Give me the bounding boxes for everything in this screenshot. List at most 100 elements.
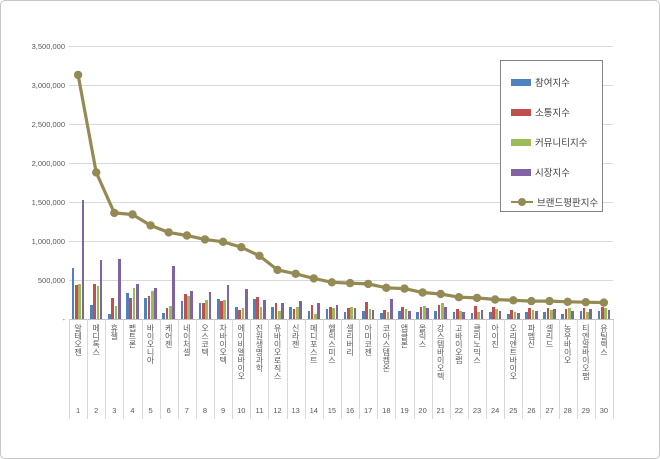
category-separator — [105, 319, 107, 419]
category-separator — [467, 319, 469, 419]
bar-소통지수 — [383, 310, 387, 319]
category-number: 7 — [184, 406, 189, 415]
bar-커뮤니티지수 — [277, 311, 281, 319]
line-marker — [382, 283, 391, 292]
bar-시장지수 — [208, 291, 212, 319]
bar-시장지수 — [172, 265, 176, 319]
bar-시장지수 — [462, 311, 466, 319]
bar-커뮤니티지수 — [459, 310, 462, 319]
line-marker — [527, 296, 536, 306]
bar-커뮤니티지수 — [495, 308, 499, 319]
category-separator — [522, 319, 524, 419]
category-label: 차바이오텍 — [218, 324, 228, 364]
bar-시장지수 — [263, 300, 266, 319]
bar-소통지수 — [492, 306, 495, 319]
line-marker — [164, 228, 173, 237]
category-number: 8 — [202, 406, 208, 415]
bar-참여지수 — [216, 299, 220, 319]
legend-item-시장지수: 시장지수 — [511, 157, 602, 187]
bar-커뮤니티지수 — [549, 309, 553, 319]
category-number: 24 — [490, 406, 500, 415]
category-separator — [286, 319, 288, 419]
bar-커뮤니티지수 — [567, 307, 571, 319]
line-marker — [200, 235, 210, 244]
bar-참여지수 — [343, 311, 347, 319]
bar-참여지수 — [561, 314, 565, 319]
bar-시장지수 — [190, 290, 194, 319]
bar-참여지수 — [470, 312, 474, 319]
bar-커뮤니티지수 — [114, 306, 118, 319]
legend-item-브랜드평판지수: 브랜드평판지수 — [511, 187, 602, 217]
bar-시장지수 — [553, 308, 556, 319]
category-number: 15 — [327, 406, 337, 415]
category-label: 에이비엘바이오 — [236, 324, 246, 380]
legend-label: 커뮤니티지수 — [535, 138, 588, 149]
category-separator — [322, 319, 324, 419]
bar-소통지수 — [546, 307, 550, 319]
category-number: 5 — [148, 406, 153, 415]
bar-소통지수 — [455, 308, 459, 319]
category-label: 케어젠 — [164, 324, 174, 348]
category-separator — [304, 319, 306, 419]
line-marker — [400, 284, 409, 293]
bar-참여지수 — [452, 311, 456, 319]
line-marker — [490, 295, 500, 304]
bar-시장지수 — [335, 304, 339, 319]
legend-bar-swatch — [511, 108, 531, 116]
line-marker — [599, 298, 609, 307]
bar-커뮤니티지수 — [96, 286, 100, 319]
bar-시장지수 — [117, 258, 121, 319]
category-separator — [594, 319, 596, 419]
bar-참여지수 — [162, 313, 166, 319]
category-separator — [341, 319, 342, 419]
category-label: 바이오니아 — [146, 324, 156, 364]
bar-참여지수 — [325, 308, 329, 319]
bar-소통지수 — [165, 308, 169, 319]
line-marker — [73, 70, 83, 80]
legend-label: 시장지수 — [535, 168, 570, 179]
bar-커뮤니티지수 — [368, 308, 372, 319]
bar-소통지수 — [75, 285, 78, 319]
category-label: 셀리버리 — [345, 324, 355, 356]
bar-소통지수 — [147, 295, 151, 319]
category-label: 아이진 — [490, 324, 500, 348]
bar-시장지수 — [498, 311, 502, 319]
bar-참여지수 — [89, 304, 93, 319]
category-separator — [395, 319, 397, 419]
bar-시장지수 — [371, 310, 375, 319]
bar-참여지수 — [126, 292, 129, 319]
category-number: 16 — [345, 406, 355, 415]
legend: 참여지수 소통지수 커뮤니티지수 시장지수 브랜드평판지수 — [500, 60, 603, 212]
category-number: 6 — [166, 406, 171, 415]
bar-커뮤니티지수 — [205, 300, 208, 319]
category-number: 17 — [364, 406, 373, 415]
bar-시장지수 — [535, 310, 538, 319]
line-marker — [237, 243, 246, 252]
bar-커뮤니티지수 — [604, 308, 607, 319]
category-label: 코아스템켐온 — [381, 324, 391, 372]
y-axis-tick-label: - — [62, 314, 66, 324]
y-axis-tick-label: 1,500,000 — [31, 197, 65, 207]
bar-소통지수 — [93, 283, 96, 319]
bar-소통지수 — [238, 309, 241, 319]
bar-소통지수 — [347, 308, 350, 319]
category-number: 12 — [273, 406, 282, 415]
line-marker — [92, 168, 101, 177]
bar-참여지수 — [253, 299, 256, 319]
bar-참여지수 — [380, 313, 383, 319]
category-label: 헬릭스미스 — [327, 324, 337, 364]
category-label: 휴젤 — [109, 324, 119, 340]
bar-커뮤니티지수 — [350, 307, 354, 319]
line-marker — [436, 289, 445, 299]
category-label: 파멥신 — [526, 324, 536, 348]
bar-커뮤니티지수 — [386, 311, 390, 319]
line-marker — [182, 231, 192, 240]
category-number: 14 — [309, 406, 318, 415]
bar-참여지수 — [307, 311, 311, 319]
bar-시장지수 — [607, 309, 611, 319]
legend-bar-swatch — [511, 78, 531, 86]
category-separator — [159, 319, 161, 419]
bar-시장지수 — [571, 310, 574, 319]
category-number: 3 — [112, 406, 117, 415]
bar-커뮤니티지수 — [314, 313, 317, 319]
